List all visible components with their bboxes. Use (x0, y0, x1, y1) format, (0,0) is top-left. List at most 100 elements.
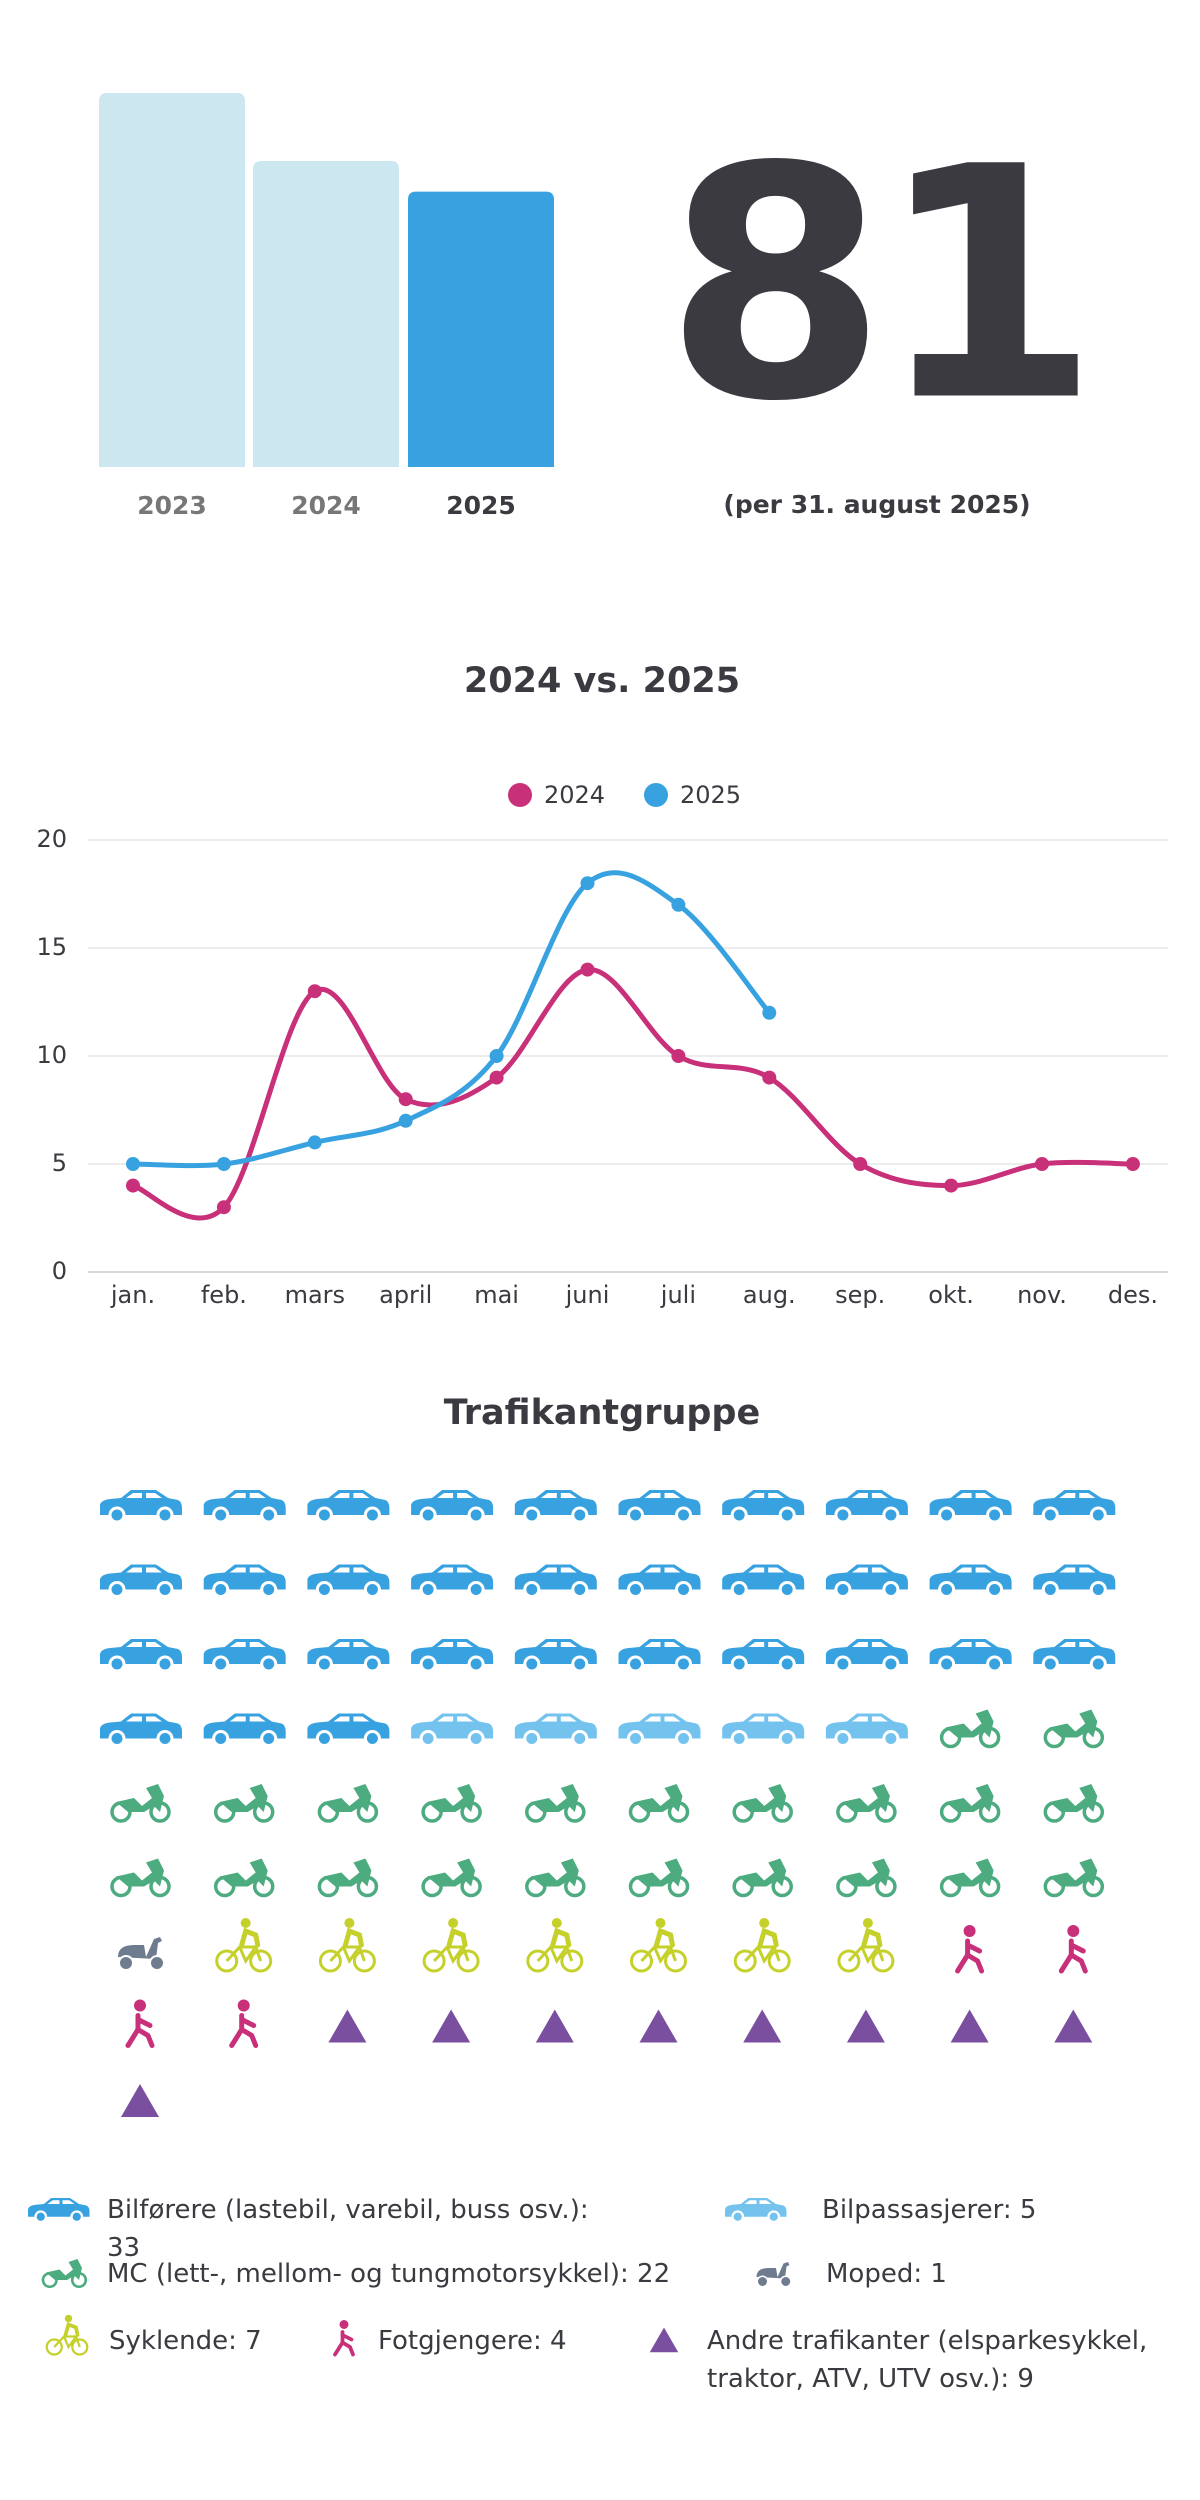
car-window (851, 1567, 888, 1573)
icon (328, 2009, 367, 2043)
rider-head (759, 1918, 770, 1928)
icon (432, 2009, 471, 2043)
wheel (363, 1655, 381, 1673)
icon (100, 1639, 182, 1673)
wheel (315, 1655, 333, 1673)
line (132, 967, 1133, 1221)
wheel (71, 2338, 89, 2356)
rider (550, 1927, 572, 1948)
wheel (260, 1581, 278, 1598)
wheel (834, 1730, 852, 1747)
legend-label: Moped: 1 (826, 2259, 947, 2289)
icon (630, 1918, 687, 1973)
icon (722, 1639, 805, 1673)
wheel (212, 1506, 230, 1524)
x-tick-label: mai (474, 1281, 519, 1309)
wheel (1089, 1581, 1107, 1598)
wheel (118, 1955, 134, 1971)
x-tick-label: nov. (1017, 1281, 1067, 1309)
car-window (540, 1642, 577, 1647)
mc-body (116, 1858, 164, 1887)
wheel (467, 1730, 485, 1747)
car-window (748, 1716, 785, 1722)
wheel (627, 1730, 644, 1747)
rider-head (64, 2314, 73, 2323)
note: (per 31. august 2025) (723, 490, 1030, 519)
x-tick-label: 2023 (137, 491, 207, 520)
rider-head (551, 1918, 562, 1928)
mc-body (219, 1858, 268, 1887)
bike-frame (53, 2335, 81, 2350)
triangle (432, 2009, 471, 2043)
icon (118, 1937, 165, 1971)
wheel (212, 1655, 230, 1673)
rider (63, 2321, 80, 2337)
x-tick-label: mars (285, 1281, 345, 1309)
wheel (108, 1506, 126, 1524)
icon (213, 1858, 275, 1898)
icon (825, 1713, 908, 1747)
x-tick-label: april (379, 1281, 432, 1309)
car-window (955, 1493, 992, 1498)
icon (110, 1858, 171, 1898)
body (333, 2330, 355, 2357)
wheel (1089, 1655, 1107, 1673)
wheel (352, 1949, 376, 1973)
car-window (744, 2200, 772, 2204)
wheel (675, 1581, 692, 1598)
wheel (834, 1506, 852, 1524)
wheel (882, 1730, 900, 1747)
icon (514, 1713, 597, 1747)
wheel (467, 1655, 485, 1673)
icon (1033, 1564, 1116, 1598)
legend-icon (725, 2198, 787, 2224)
point (762, 1070, 777, 1085)
triangle (639, 2009, 678, 2043)
icon (837, 1918, 895, 1973)
y-tick-label: 20 (36, 825, 67, 853)
triangle (121, 2084, 159, 2117)
car-window (540, 1716, 577, 1722)
icon (1058, 1925, 1088, 1974)
x-tick-label: feb. (201, 1281, 247, 1309)
mc-body (1049, 1858, 1098, 1887)
rider (757, 1927, 779, 1948)
wheel (315, 1506, 333, 1524)
wheel (779, 2275, 792, 2288)
wheel (467, 1506, 485, 1524)
icon (203, 1713, 286, 1747)
x-tick-label: des. (1108, 1281, 1158, 1309)
icon (411, 1564, 494, 1598)
legend-label: MC (lett-, mellom- og tungmotorsykkel): … (107, 2259, 671, 2289)
wheel (212, 1581, 230, 1598)
wheel (938, 1506, 956, 1524)
icon (1043, 1709, 1105, 1749)
icon (203, 1564, 286, 1598)
wheel (419, 1655, 437, 1673)
legend-label: 2025 (680, 781, 741, 809)
legend-label: Bilpassasjerer: 5 (822, 2195, 1037, 2225)
icon (939, 1709, 1001, 1749)
wheel (215, 1949, 239, 1973)
car-window (437, 1642, 474, 1647)
icon (722, 1713, 805, 1747)
wheel (675, 1506, 692, 1524)
wheel (778, 1506, 796, 1524)
mc-body (530, 1784, 579, 1812)
wheel (1041, 1506, 1059, 1524)
mc-body (427, 1784, 476, 1812)
wheel (318, 1949, 342, 1973)
bike-frame (640, 1945, 677, 1965)
icon (836, 1858, 897, 1898)
point (1125, 1157, 1140, 1171)
wheel (419, 1506, 437, 1524)
icon (100, 1564, 182, 1598)
icon (639, 2009, 678, 2043)
car-window (644, 1716, 681, 1722)
triangle (743, 2009, 782, 2043)
icon (1043, 1784, 1105, 1823)
icon (939, 1858, 1001, 1898)
wheel (675, 1655, 692, 1673)
car-window (229, 1642, 266, 1647)
